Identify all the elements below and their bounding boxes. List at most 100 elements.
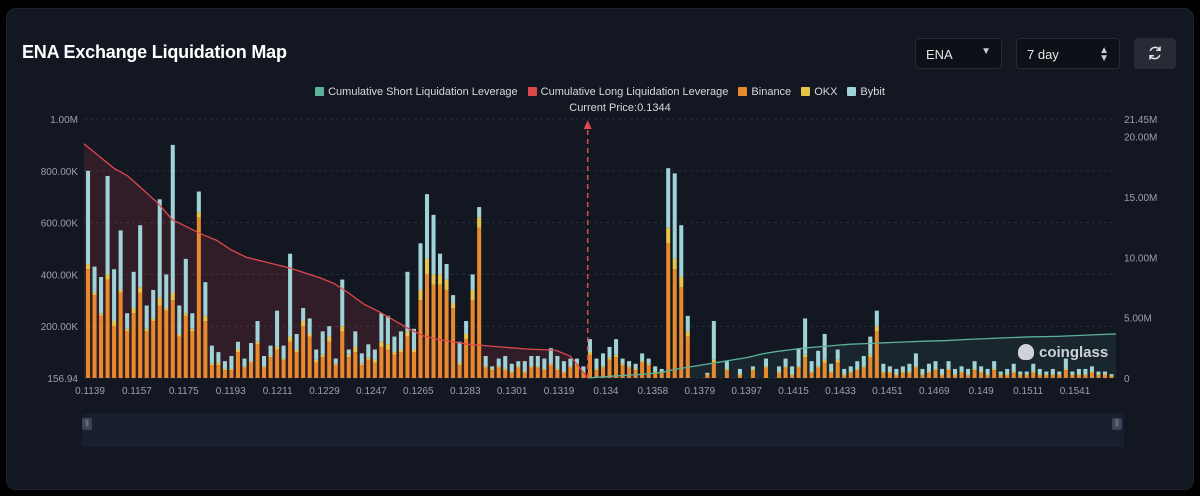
bar-bybit xyxy=(438,253,443,275)
bar-bybit xyxy=(848,366,853,372)
bar-bybit xyxy=(1083,368,1088,375)
bar-binance xyxy=(490,370,495,378)
bar-okx xyxy=(1057,374,1062,376)
bar-okx xyxy=(672,258,677,270)
bar-okx xyxy=(561,371,566,373)
bar-binance xyxy=(796,367,801,378)
bar-bybit xyxy=(490,366,495,369)
legend-swatch xyxy=(315,87,325,96)
bar-binance xyxy=(144,331,149,378)
bar-binance xyxy=(164,310,169,378)
bar-bybit xyxy=(222,361,227,369)
bar-okx xyxy=(529,366,534,368)
bar-bybit xyxy=(503,355,508,369)
bar-okx xyxy=(627,366,632,368)
bar-okx xyxy=(464,333,469,340)
x-tick-label: 0.1247 xyxy=(356,386,387,397)
bar-okx xyxy=(496,366,501,368)
bar-bybit xyxy=(1024,371,1029,375)
y-right-tick-label: 20.00M xyxy=(1124,133,1157,144)
range-scroller[interactable] xyxy=(82,414,1124,447)
bar-okx xyxy=(294,349,299,353)
bar-bybit xyxy=(555,355,560,369)
bar-binance xyxy=(574,365,579,378)
bar-okx xyxy=(151,318,156,322)
legend-item[interactable]: Bybit xyxy=(847,86,885,98)
bar-binance xyxy=(816,367,821,378)
bar-binance xyxy=(920,375,925,378)
bar-bybit xyxy=(203,282,208,316)
bar-binance xyxy=(861,367,866,378)
x-tick-label: 0.1415 xyxy=(778,386,809,397)
bar-binance xyxy=(594,370,599,378)
bar-bybit xyxy=(874,310,879,327)
legend-item[interactable]: Cumulative Long Liquidation Leverage xyxy=(527,86,728,98)
bar-binance xyxy=(112,326,117,378)
bar-okx xyxy=(203,315,208,322)
bar-bybit xyxy=(1109,374,1114,376)
bar-bybit xyxy=(861,355,866,367)
bar-binance xyxy=(255,344,260,378)
bar-binance xyxy=(418,300,423,378)
bar-okx xyxy=(666,227,671,244)
y-right-tick-label: 15.00M xyxy=(1124,193,1157,204)
range-handle-right[interactable]: || xyxy=(1112,418,1122,430)
bar-okx xyxy=(809,371,814,373)
bar-okx xyxy=(1076,374,1081,376)
bar-binance xyxy=(874,331,879,378)
bar-bybit xyxy=(464,321,469,334)
bar-bybit xyxy=(842,368,847,375)
x-tick-label: 0.1193 xyxy=(216,386,246,397)
bar-binance xyxy=(503,370,508,378)
bar-okx xyxy=(646,363,651,366)
bar-bybit xyxy=(1102,371,1108,375)
bar-bybit xyxy=(659,368,664,372)
bar-binance xyxy=(933,370,938,378)
legend-item[interactable]: OKX xyxy=(801,86,837,98)
coin-select[interactable]: ENA ▼ xyxy=(915,38,1002,69)
bar-bybit xyxy=(496,358,501,367)
bar-okx xyxy=(711,359,716,363)
bar-okx xyxy=(1011,371,1016,373)
bar-okx xyxy=(157,297,162,306)
bar-bybit xyxy=(483,355,488,367)
bar-okx xyxy=(653,371,658,373)
bar-binance xyxy=(666,243,671,378)
bar-okx xyxy=(1070,374,1075,376)
bar-binance xyxy=(405,336,410,378)
bar-okx xyxy=(933,368,938,371)
bar-okx xyxy=(555,368,560,371)
bar-bybit xyxy=(946,361,951,369)
bar-binance xyxy=(979,372,984,378)
bar-okx xyxy=(183,313,188,316)
bar-binance xyxy=(1005,375,1010,378)
bar-bybit xyxy=(105,175,110,275)
bar-binance xyxy=(288,341,293,378)
bar-bybit xyxy=(457,341,462,363)
bar-bybit xyxy=(281,345,286,359)
range-handle-left[interactable]: || xyxy=(82,418,92,430)
period-select[interactable]: 7 day ▲ ▼ xyxy=(1016,38,1120,69)
bar-binance xyxy=(992,370,997,378)
bar-binance xyxy=(835,362,840,378)
bar-binance xyxy=(985,375,990,378)
bar-bybit xyxy=(835,349,840,360)
bar-okx xyxy=(340,326,345,332)
long-cumulative-line xyxy=(83,143,589,379)
legend-swatch xyxy=(847,87,857,96)
bar-bybit xyxy=(1018,371,1023,375)
refresh-button[interactable] xyxy=(1134,38,1176,69)
legend-item[interactable]: Cumulative Short Liquidation Leverage xyxy=(315,86,518,98)
bar-bybit xyxy=(431,214,436,275)
bar-binance xyxy=(268,357,273,378)
bar-okx xyxy=(542,368,547,371)
x-tick-label: 0.1469 xyxy=(919,386,950,397)
bar-okx xyxy=(796,366,801,368)
bar-bybit xyxy=(1031,363,1036,372)
bar-okx xyxy=(431,274,436,285)
bar-bybit xyxy=(138,225,143,288)
bar-bybit xyxy=(379,313,384,342)
bar-binance xyxy=(398,352,403,378)
legend-item[interactable]: Binance xyxy=(738,86,791,98)
bar-bybit xyxy=(131,271,136,309)
